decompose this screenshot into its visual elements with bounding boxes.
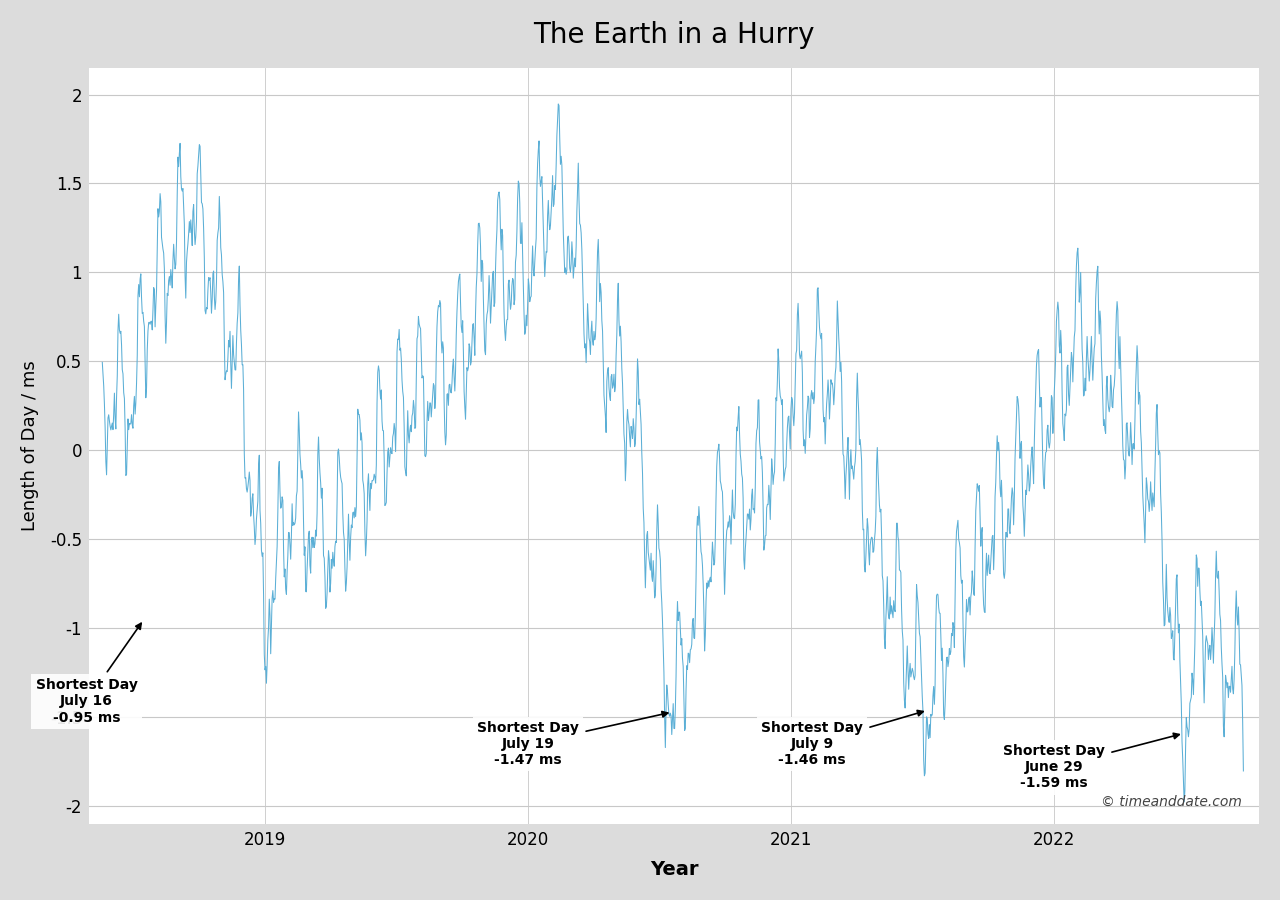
Text: Shortest Day
July 16
-0.95 ms: Shortest Day July 16 -0.95 ms [36,624,141,724]
X-axis label: Year: Year [650,860,699,879]
Y-axis label: Length of Day / ms: Length of Day / ms [20,361,38,531]
Text: Shortest Day
July 9
-1.46 ms: Shortest Day July 9 -1.46 ms [762,710,923,768]
Title: The Earth in a Hurry: The Earth in a Hurry [534,21,815,49]
Text: © timeanddate.com: © timeanddate.com [1101,795,1242,809]
Text: Shortest Day
June 29
-1.59 ms: Shortest Day June 29 -1.59 ms [1004,734,1179,790]
Text: Shortest Day
July 19
-1.47 ms: Shortest Day July 19 -1.47 ms [477,712,668,768]
